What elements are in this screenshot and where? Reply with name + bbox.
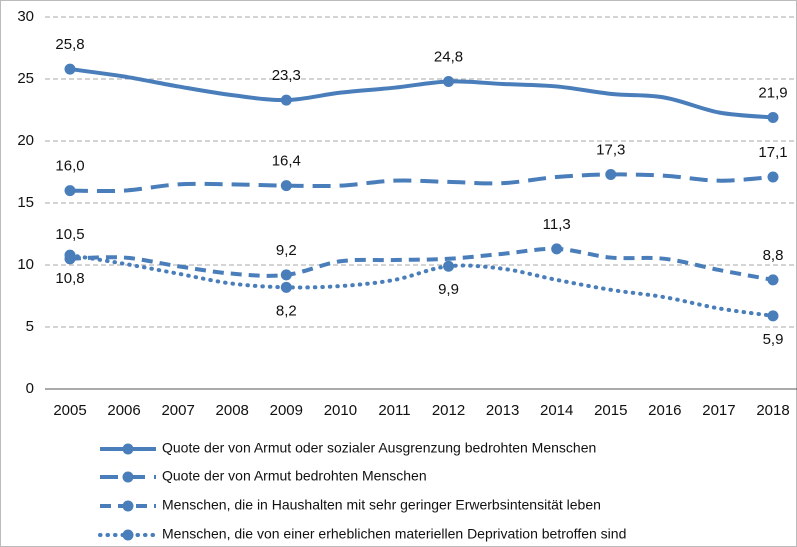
x-tick-label: 2012 — [432, 402, 465, 419]
x-tick-label: 2010 — [324, 402, 357, 419]
x-tick-label: 2017 — [702, 402, 735, 419]
data-point — [280, 269, 292, 281]
data-label: 10,8 — [55, 270, 84, 287]
data-label: 16,0 — [55, 158, 84, 175]
y-tick-label: 0 — [26, 380, 34, 397]
data-point — [64, 63, 76, 75]
data-label: 9,9 — [438, 281, 459, 298]
x-tick-label: 2018 — [756, 402, 789, 419]
legend-marker — [122, 500, 134, 512]
data-point — [767, 171, 779, 183]
data-label: 17,3 — [596, 141, 625, 158]
data-point — [551, 243, 563, 255]
y-tick-label: 20 — [17, 132, 34, 149]
x-tick-label: 2007 — [161, 402, 194, 419]
data-label: 5,9 — [763, 331, 784, 348]
series-line — [69, 246, 774, 282]
x-tick-label: 2005 — [53, 402, 86, 419]
x-tick-label: 2009 — [270, 402, 303, 419]
legend-marker — [122, 529, 134, 541]
y-tick-label: 30 — [17, 8, 34, 25]
data-point — [280, 94, 292, 106]
x-tick-label: 2014 — [540, 402, 573, 419]
data-label: 21,9 — [758, 84, 787, 101]
y-tick-label: 10 — [17, 256, 34, 273]
data-label: 24,8 — [434, 48, 463, 65]
y-tick-label: 5 — [26, 318, 34, 335]
legend-marker — [122, 471, 134, 483]
series-line — [68, 253, 775, 318]
data-label: 8,2 — [276, 302, 297, 319]
data-label: 23,3 — [272, 67, 301, 84]
y-tick-label: 25 — [17, 70, 34, 87]
data-point — [64, 185, 76, 197]
data-point — [443, 75, 455, 87]
data-label: 9,2 — [276, 242, 297, 259]
data-point — [443, 260, 455, 272]
x-tick-label: 2015 — [594, 402, 627, 419]
data-label: 16,4 — [272, 153, 301, 170]
data-point — [280, 281, 292, 293]
series-line — [69, 67, 774, 120]
data-label: 8,8 — [763, 247, 784, 264]
series-line — [69, 172, 774, 194]
data-point — [767, 274, 779, 286]
y-tick-label: 15 — [17, 194, 34, 211]
legend-marker — [122, 443, 134, 455]
legend-label: Quote der von Armut bedrohten Menschen — [162, 468, 427, 484]
data-label: 11,3 — [543, 216, 571, 233]
x-tick-label: 2011 — [378, 402, 410, 419]
data-point — [280, 180, 292, 192]
data-point — [767, 310, 779, 322]
x-tick-label: 2008 — [216, 402, 249, 419]
legend-label: Quote der von Armut oder sozialer Ausgre… — [162, 440, 596, 456]
data-label: 25,8 — [55, 36, 84, 53]
data-label: 17,1 — [758, 144, 787, 161]
x-tick-label: 2006 — [107, 402, 140, 419]
legend-label: Menschen, die in Haushalten mit sehr ger… — [162, 497, 601, 513]
legend-label: Menschen, die von einer erheblichen mate… — [162, 526, 626, 542]
x-tick-label: 2016 — [648, 402, 681, 419]
data-point — [767, 111, 779, 123]
x-tick-label: 2013 — [486, 402, 519, 419]
data-label: 10,5 — [55, 226, 84, 243]
legend: Quote der von Armut oder sozialer Ausgre… — [98, 440, 626, 542]
data-point — [64, 249, 76, 261]
data-point — [605, 168, 617, 180]
